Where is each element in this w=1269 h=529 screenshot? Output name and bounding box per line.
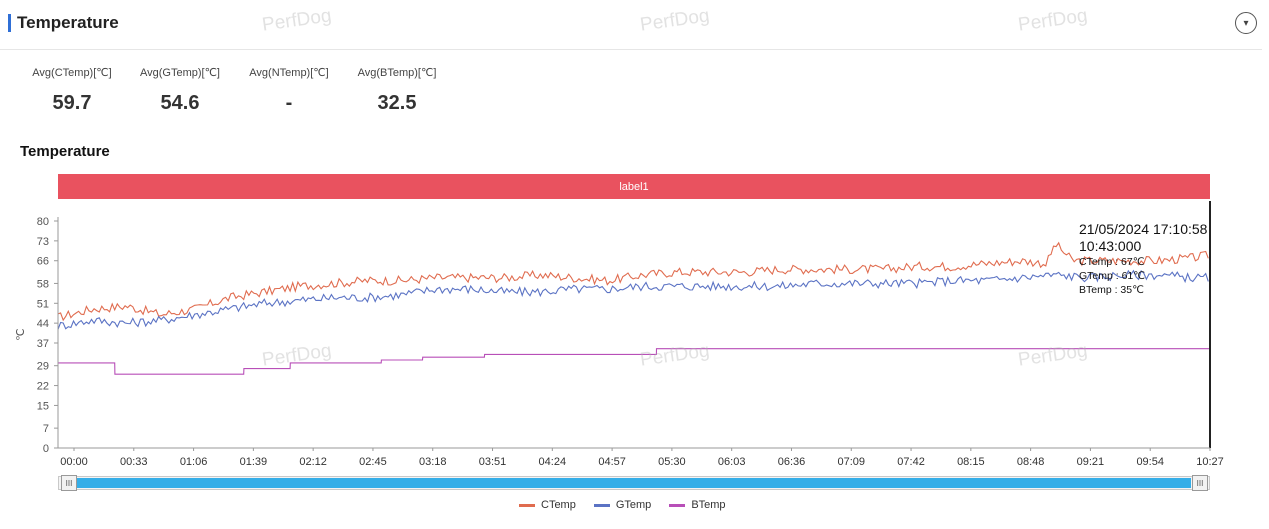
x-tick-label: 09:21 [1077,456,1105,468]
y-tick-label: 22 [37,381,49,393]
x-tick-label: 09:54 [1136,456,1164,468]
temperature-chart[interactable]: 0 7 15 22 29 37 44 51 58 66 73 80 ℃ 00:00 00:33 01:06 01… [0,195,1269,470]
x-tick-label: 00:00 [60,456,88,468]
series-line-ctemp [57,241,1209,322]
series-line-gtemp [57,269,1209,330]
collapse-toggle-button[interactable]: ▾ [1235,12,1257,34]
tooltip-datetime: 21/05/2024 17:10:58 [1079,221,1208,237]
x-tick-label: 03:51 [479,456,507,468]
stat-value: 32.5 [377,92,417,114]
stat-avg-ntemp: Avg(NTemp)[℃] - [234,66,344,115]
x-tick-label: 00:33 [120,456,148,468]
legend-label: CTemp [541,499,576,511]
tooltip-gtemp: GTemp : 61℃ [1079,270,1146,282]
y-tick-label: 29 [37,361,49,373]
chevron-down-icon: ▾ [1243,17,1249,29]
legend-label: BTemp [691,499,726,511]
tooltip-ctemp: CTemp : 67℃ [1079,256,1145,268]
legend-item-btemp[interactable]: BTemp [669,499,726,511]
legend-swatch [669,503,686,507]
y-tick-label: 37 [37,338,49,350]
y-tick-label: 73 [37,236,49,248]
x-tick-label: 03:18 [419,456,447,468]
stat-value: 54.6 [160,92,200,114]
y-tick-label: 51 [37,298,49,310]
panel-header: Temperature ▾ [0,0,1262,50]
x-tick-label: 06:03 [718,456,746,468]
stat-value: 59.7 [52,92,92,114]
x-tick-label: 08:15 [957,456,985,468]
stat-label: Avg(GTemp)[℃] [139,67,220,79]
x-tick-label: 10:27 [1196,456,1224,468]
chart-title: Temperature [20,143,110,160]
x-tick-label: 05:30 [658,456,686,468]
stat-label: Avg(BTemp)[℃] [357,67,437,79]
y-tick-label: 7 [43,423,49,435]
label-band[interactable]: label1 [58,174,1210,199]
x-tick-label: 06:36 [778,456,806,468]
y-tick-label: 58 [37,278,49,290]
hover-tooltip: 21/05/2024 17:10:58 10:43:000 CTemp : 67… [1079,221,1207,297]
y-tick-label: 15 [37,400,49,412]
stat-value: - [285,92,293,114]
legend-item-ctemp[interactable]: CTemp [519,499,576,511]
y-tick-label: 80 [37,216,49,228]
x-tick-label: 02:12 [299,456,327,468]
x-tick-label: 01:39 [240,456,268,468]
tooltip-time: 10:43:000 [1079,238,1142,254]
legend-swatch [519,503,535,507]
x-tick-label: 04:24 [539,456,567,468]
legend-swatch [593,503,610,507]
y-tick-label: 0 [43,443,49,455]
y-axis-label: ℃ [15,328,27,340]
stat-avg-gtemp: Avg(GTemp)[℃] 54.6 [125,66,235,115]
legend-label: GTemp [615,499,652,511]
x-tick-label: 07:09 [837,456,865,468]
y-tick-label: 44 [37,318,49,330]
x-tick-label: 01:06 [180,456,208,468]
stat-avg-ctemp: Avg(CTemp)[℃] 59.7 [17,66,127,115]
stat-label: Avg(NTemp)[℃] [249,67,329,79]
x-tick-label: 08:48 [1017,456,1045,468]
legend-item-gtemp[interactable]: GTemp [593,499,652,511]
y-tick-label: 66 [37,256,49,268]
stat-label: Avg(CTemp)[℃] [32,67,112,79]
x-tick-label: 02:45 [359,456,387,468]
range-slider-right-handle[interactable]: III [1192,475,1208,491]
x-tick-label: 04:57 [598,456,626,468]
chart-legend: CTemp GTemp BTemp [519,499,726,511]
x-tick-label: 07:42 [897,456,925,468]
range-slider-left-handle[interactable]: III [61,475,77,491]
stat-avg-btemp: Avg(BTemp)[℃] 32.5 [342,66,452,115]
panel-title: Temperature [17,13,119,32]
accent-bar [8,14,11,32]
series-line-btemp [58,348,1210,375]
range-slider-selection[interactable] [77,478,1191,488]
tooltip-btemp: BTemp : 35℃ [1079,284,1144,296]
